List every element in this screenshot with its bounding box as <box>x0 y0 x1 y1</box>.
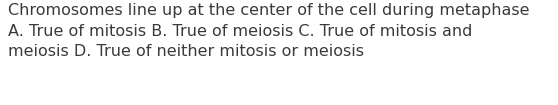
Text: Chromosomes line up at the center of the cell during metaphase
A. True of mitosi: Chromosomes line up at the center of the… <box>8 3 530 59</box>
